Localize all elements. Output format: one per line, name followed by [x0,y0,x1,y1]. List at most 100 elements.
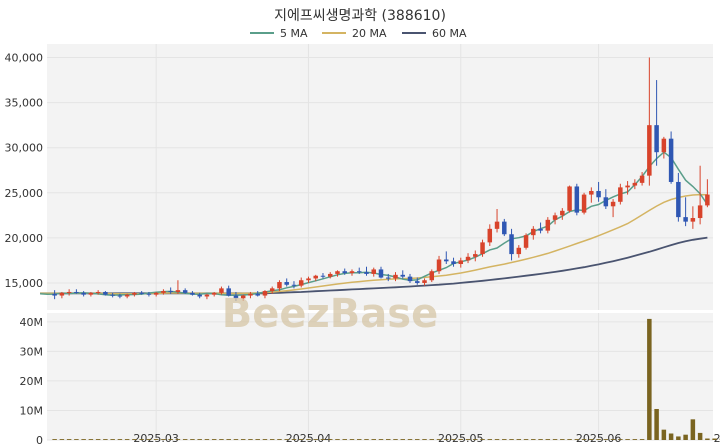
candle-body [683,217,688,222]
volume-tick-label: 10M [20,404,44,417]
candle-body [320,275,326,277]
volume-bar [74,439,79,440]
volume-bar [371,439,376,440]
candle [581,192,587,215]
candle [444,251,449,265]
volume-bar [668,433,674,440]
volume-bar [255,439,260,440]
volume-bar [219,439,224,440]
price-tick-label: 40,000 [5,52,44,65]
candle-body [458,260,464,265]
candle [603,189,609,210]
candle-body [262,291,268,296]
volume-bar [240,439,246,440]
candle [139,291,144,295]
volume-bar [690,419,696,440]
candle-body [132,292,137,295]
candle [291,281,297,289]
candle-body [610,201,616,207]
watermark: BeezBase [222,291,438,337]
volume-bar [654,408,659,440]
candle-body [581,194,587,213]
candle [647,57,652,186]
candle [371,267,376,277]
candle [59,291,65,299]
candle [473,250,478,262]
candle [226,285,231,297]
volume-bar [139,439,144,440]
candle [480,239,485,257]
candle [66,289,72,296]
volume-bar [407,439,413,440]
candle-body [589,190,594,195]
volume-bar [320,439,326,440]
candle [697,165,703,225]
volume-bar [451,439,456,440]
volume-bar [589,439,594,440]
candle [335,270,340,277]
candle-body [516,247,522,255]
volume-bar [480,439,485,440]
volume-bar [124,439,130,440]
candle [465,253,471,264]
volume-tick-label: 20M [20,375,44,388]
candle [284,278,289,287]
candle [545,217,551,234]
volume-bar [596,439,601,440]
candle-body [465,256,471,261]
candle-body [59,292,65,296]
candle-body [538,228,543,231]
volume-bar [182,439,188,440]
volume-bar [284,439,289,440]
candle-body [88,292,94,295]
price-panel: 15,000 20,000 25,000 30,000 35,000 40,000 [5,44,713,310]
candle [132,291,137,297]
candle-body [386,277,391,279]
volume-bar [567,439,572,440]
volume-panel: 0 10M 20M 30M 40M 2025.03 2025.04 2025.05 2025.0… [20,313,720,447]
candle [313,274,318,282]
candle-body [306,278,311,281]
volume-bar [610,439,616,440]
volume-bar [342,439,347,440]
candle [161,289,166,295]
volume-bar [465,439,471,440]
candle-body [190,292,195,295]
candle-body [494,221,500,229]
volume-bar [291,439,297,440]
volume-bar [400,439,406,440]
volume-bar [581,439,587,440]
candle [103,291,108,296]
candle [422,278,427,286]
candle-body [298,280,304,286]
candle [523,233,529,250]
legend-label: 60 MA [432,27,467,40]
volume-plot-area [47,313,713,440]
volume-bar [458,439,464,440]
candle-body [335,271,340,274]
candle-body [378,269,384,278]
volume-bar [197,439,202,440]
volume-bar [552,439,558,440]
candle-body [705,194,710,206]
candle-body [364,272,369,274]
legend-label: 20 MA [352,27,387,40]
candle-body [407,276,413,282]
candle [596,181,601,202]
candle [277,280,282,292]
candle-body [436,259,442,272]
candle-body [52,293,57,296]
volume-bar [697,432,703,440]
candle-body [110,294,115,296]
volume-bar [436,439,442,440]
candle-body [139,292,144,294]
candle-body [480,242,485,255]
candle-body [74,291,79,293]
candle-body [81,292,86,295]
volume-bar [386,439,391,440]
price-tick-label: 20,000 [5,232,44,245]
candle [639,172,645,186]
volume-bar [306,439,311,440]
volume-bar [560,439,565,440]
